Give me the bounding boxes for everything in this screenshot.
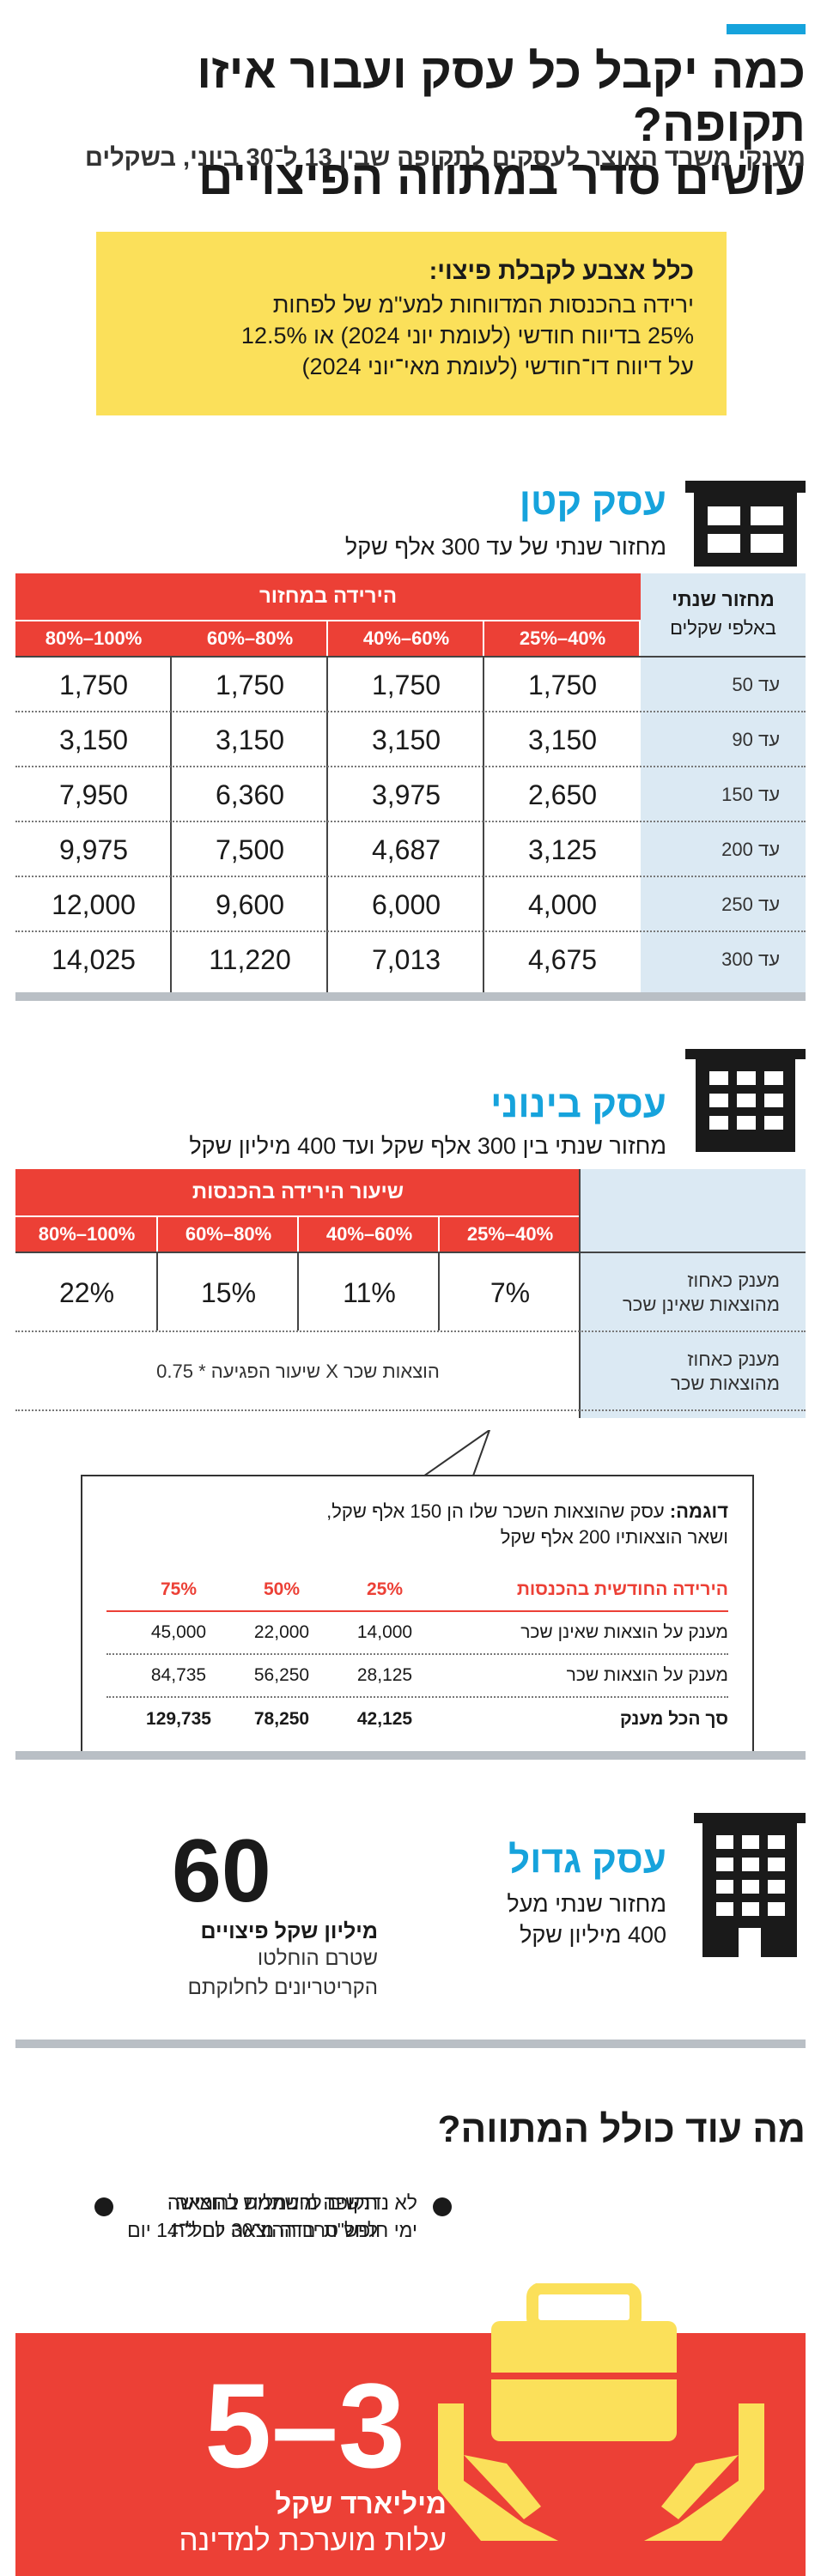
- callout-tail: [421, 1430, 491, 1478]
- table-row: עד 300 4,675 7,013 11,220 14,025: [52, 943, 780, 975]
- table-row: עד 50 1,750 1,750 1,750 1,750: [15, 658, 806, 712]
- big-number-label: מיליון שקל פיצויים: [200, 1919, 378, 1943]
- example-header-row: הירידה החודשית בהכנסות 25% 50% 75%: [106, 1569, 728, 1612]
- column-header: 25%–40%: [519, 627, 606, 649]
- bullet-icon: [94, 2197, 113, 2216]
- small-building-icon: [685, 481, 806, 567]
- small-business-table: מחזור שנתי באלפי שקלים הירידה במחזור 25%…: [15, 573, 806, 1003]
- small-business-title: עסק קטן: [519, 481, 666, 523]
- bullet-icon: [433, 2197, 452, 2216]
- big-number: 60: [172, 1821, 271, 1921]
- large-business-compensation: 60 מיליון שקל פיצויים שטרם הוחלטו הקריטר…: [155, 1821, 378, 2003]
- section-divider: [15, 992, 806, 1001]
- total-row: סך הכל מענק 42,125 78,250 129,735: [146, 1709, 728, 1729]
- example-lead: דוגמה:: [669, 1500, 728, 1522]
- table-row: מענק על הוצאות שאינן שכר 14,000 22,000 4…: [106, 1612, 728, 1655]
- group-header: הירידה במחזור: [15, 573, 641, 620]
- small-business-subtitle: מחזור שנתי של עד 300 אלף שקל: [344, 534, 666, 560]
- medium-building-icon: [685, 1049, 806, 1152]
- rule-line: ירידה בהכנסות המדווחות למע"מ של לפחות: [272, 292, 694, 318]
- section-divider: [15, 2040, 806, 2048]
- rule-line: 25% בדיווח חודשי (לעומת יוני 2024) או 12…: [240, 323, 694, 349]
- cost-number: 5–3: [204, 2358, 405, 2493]
- table-row: מענק כאחוז מהוצאות שאינן שכר 7% 11% 15% …: [15, 1253, 806, 1332]
- medium-business-subtitle: מחזור שנתי בין 300 אלף שקל ועד 400 מיליו…: [189, 1133, 666, 1159]
- medium-business-title: עסק בינוני: [490, 1083, 666, 1125]
- large-business-title: עסק גדול: [508, 1839, 666, 1881]
- large-building-icon: [694, 1813, 806, 1957]
- salary-formula: הוצאות שכר X שיעור הפגיעה * 0.75: [156, 1361, 440, 1382]
- column-header: 80%–100%: [45, 627, 143, 649]
- table-row: עד 90 3,150 3,150 3,150 3,150: [15, 712, 806, 767]
- table-row: מענק על הוצאות שכר 28,125 56,250 84,735: [106, 1655, 728, 1698]
- column-header: 60%–80%: [185, 1223, 272, 1245]
- row-label: מענק כאחוז: [687, 1270, 780, 1291]
- large-business-subtitle: 400 מיליון שקל: [520, 1922, 666, 1948]
- rule-heading: כלל אצבע לקבלת פיצוי:: [429, 258, 694, 285]
- bullet-item: תקופה מינימלית להוצאה לחל"ת ירדה מ־30 יו…: [127, 2191, 378, 2241]
- page-title: כמה יקבל כל עסק ועבור איזו תקופה? עושים …: [197, 44, 806, 204]
- column-header: 25%–40%: [466, 1223, 554, 1245]
- table-row: עד 200 3,125 4,687 7,500 9,975: [15, 822, 806, 877]
- rule-line: על דיווח דו־חודשי (לעומת מאי־יוני 2024): [301, 354, 694, 379]
- table-label-column: [581, 1169, 806, 1418]
- cost-sub: עלות מוערכת למדינה: [179, 2524, 447, 2557]
- table-row: עד 150 2,650 3,975 6,360 7,950: [15, 767, 806, 822]
- column-header: 40%–60%: [362, 627, 450, 649]
- section-divider: [15, 1751, 806, 1760]
- row-label: מהוצאות שאינן שכר: [623, 1294, 780, 1315]
- table-row: עד 250 4,000 6,000 9,600 12,000: [15, 877, 806, 932]
- column-header: 80%–100%: [38, 1223, 136, 1245]
- table-label-column: [641, 573, 806, 994]
- column-header: 60%–80%: [206, 627, 294, 649]
- example-text: ושאר הוצאותיו 200 אלף שקל: [500, 1526, 728, 1548]
- column-header: מחזור שנתי: [672, 587, 775, 610]
- group-header: שיעור הירידה בהכנסות: [15, 1169, 581, 1215]
- accent-bar: [727, 24, 806, 34]
- column-header-unit: באלפי שקלים: [670, 617, 776, 639]
- hands-briefcase-icon: [438, 2283, 764, 2541]
- more-title: מה עוד כולל המתווה?: [437, 2108, 806, 2150]
- large-business-subtitle: מחזור שנתי מעל: [507, 1891, 666, 1917]
- medium-business-table: שיעור הירידה בהכנסות 25%–40% 40%–60% 60%…: [15, 1169, 806, 1427]
- cost-label: מיליארד שקל: [275, 2488, 447, 2519]
- example-box: דוגמה: עסק שהוצאות השכר שלו הן 150 אלף ש…: [81, 1475, 754, 1755]
- row-label: מענק כאחוז: [687, 1349, 780, 1370]
- table-row: מענק כאחוז מהוצאות שכר הוצאות שכר X שיעו…: [15, 1332, 806, 1411]
- column-header: 40%–60%: [325, 1223, 413, 1245]
- rule-of-thumb-box: כלל אצבע לקבלת פיצוי: ירידה בהכנסות המדו…: [96, 232, 727, 415]
- page-subtitle: מענקי משרד האוצר לעסקים לתקופה שבין 13 ל…: [85, 144, 806, 172]
- example-text: עסק שהוצאות השכר שלו הן 150 אלף שקל,: [326, 1500, 670, 1522]
- bullet-item: לא נדרשים להשתמש בחמישה ימי חופש טרם ההו…: [167, 2191, 417, 2241]
- row-label: מהוצאות שכר: [671, 1373, 780, 1394]
- compensation-desc: הקריטריונים לחלוקתם: [187, 1976, 378, 1999]
- compensation-desc: שטרם הוחלטו: [257, 1947, 378, 1970]
